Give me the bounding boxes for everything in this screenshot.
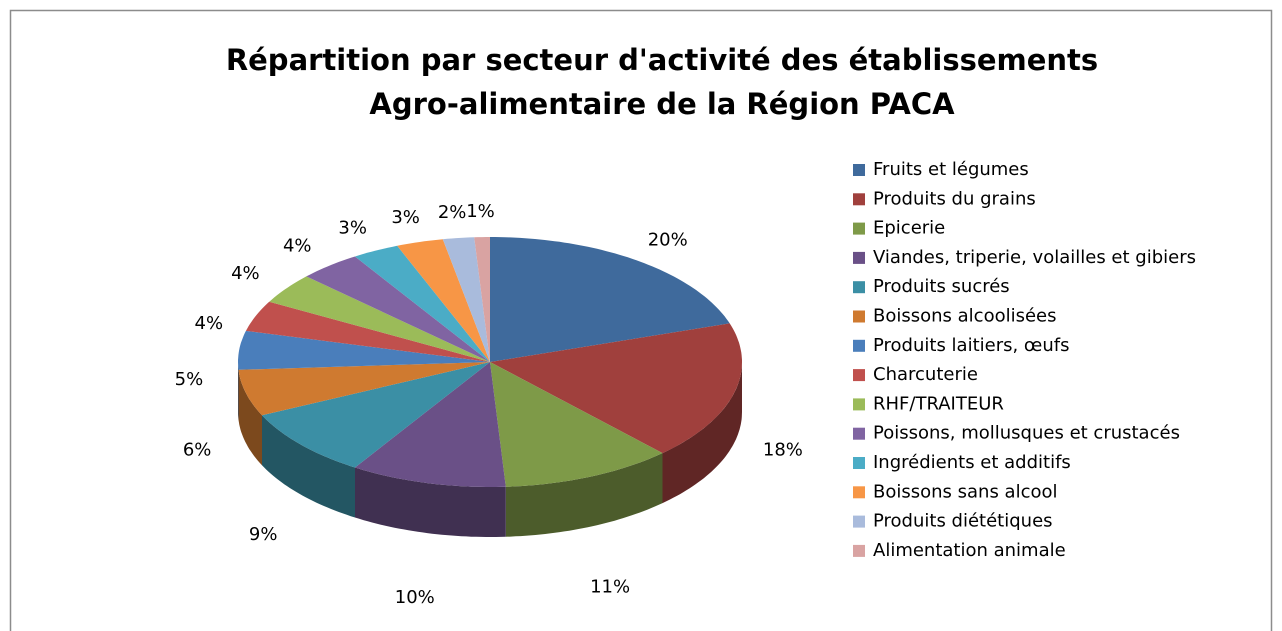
slice-side: [505, 453, 663, 537]
slice: [238, 362, 490, 416]
slice: [397, 239, 490, 362]
legend-swatch: [853, 281, 865, 294]
legend-swatch: [853, 486, 865, 499]
data-label: 2%: [438, 202, 467, 223]
data-label: 3%: [338, 217, 367, 238]
slice: [262, 362, 490, 468]
slice-side: [238, 369, 262, 466]
data-label: 6%: [183, 439, 212, 460]
legend-label: Poissons, mollusques et crustacés: [873, 423, 1180, 444]
legend-label: Epicerie: [873, 218, 945, 239]
legend-swatch: [853, 310, 865, 323]
slice: [490, 362, 663, 487]
slice-side: [355, 467, 506, 537]
legend-label: Fruits et légumes: [873, 159, 1029, 180]
chart-title: Agro-alimentaire de la Région PACA: [369, 87, 955, 121]
slice: [490, 237, 730, 362]
slice: [269, 276, 490, 362]
slice-side: [262, 415, 355, 518]
legend-label: Produits diététiques: [873, 511, 1053, 532]
legend-label: Charcuterie: [873, 364, 978, 385]
legend-swatch: [853, 339, 865, 352]
legend-label: Ingrédients et additifs: [873, 452, 1071, 473]
legend-swatch: [853, 398, 865, 411]
data-label: 4%: [195, 313, 224, 334]
slice-side: [662, 362, 742, 504]
legend-label: Alimentation animale: [873, 540, 1066, 561]
data-label: 9%: [249, 524, 278, 545]
slice: [355, 245, 490, 362]
legend-label: Produits laitiers, œufs: [873, 335, 1069, 356]
legend-swatch: [853, 457, 865, 469]
legend-swatch: [853, 544, 865, 557]
slice: [238, 330, 490, 370]
data-label: 3%: [391, 207, 420, 228]
data-label: 4%: [231, 263, 260, 284]
legend-label: Viandes, triperie, volailles et gibiers: [873, 247, 1196, 268]
legend-swatch: [853, 427, 865, 440]
legend-swatch: [853, 515, 865, 528]
legend-label: Boissons alcoolisées: [873, 306, 1057, 327]
chart-border: [9, 9, 1273, 631]
slice-side: [238, 362, 239, 420]
data-label: 10%: [395, 587, 435, 608]
chart-title: Répartition par secteur d'activité des é…: [226, 43, 1098, 77]
legend-label: Produits sucrés: [873, 276, 1010, 297]
data-label: 1%: [466, 201, 495, 222]
slice: [355, 362, 506, 487]
legend-swatch: [853, 164, 865, 176]
data-label: 20%: [648, 230, 688, 251]
data-label: 4%: [283, 235, 312, 256]
data-label: 18%: [763, 439, 803, 460]
legend-swatch: [853, 369, 865, 382]
slice: [306, 256, 490, 362]
slice: [490, 323, 742, 454]
legend-label: Produits du grains: [873, 188, 1036, 209]
slice: [442, 237, 490, 362]
legend-swatch: [853, 222, 865, 235]
legend-label: RHF/TRAITEUR: [873, 393, 1004, 414]
legend-label: Boissons sans alcool: [873, 481, 1058, 502]
data-label: 11%: [590, 577, 630, 598]
legend-swatch: [853, 193, 865, 206]
slice: [474, 237, 490, 362]
legend-swatch: [853, 251, 865, 264]
slice: [245, 301, 490, 362]
data-label: 5%: [175, 369, 204, 390]
